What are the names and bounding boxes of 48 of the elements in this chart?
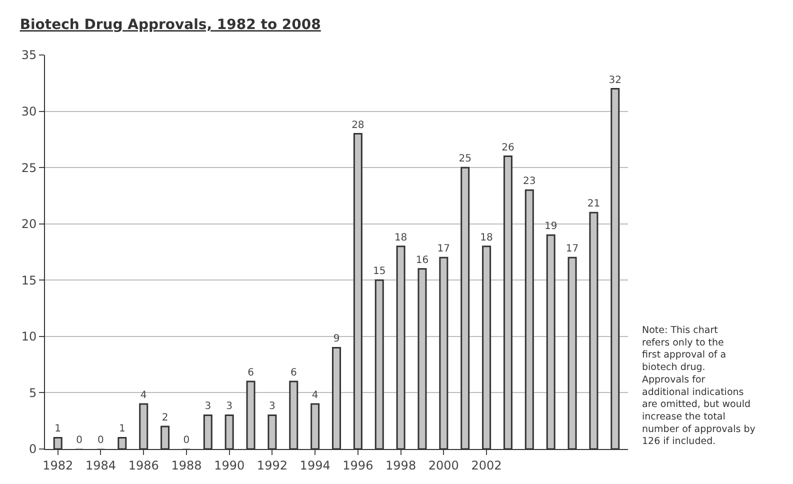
- y-tick-label: 25: [21, 160, 37, 175]
- x-tick-label: 1996: [342, 458, 374, 472]
- data-label: 4: [140, 390, 147, 401]
- x-tick-label: 1994: [300, 458, 330, 472]
- data-label: 3: [226, 401, 233, 412]
- data-label: 21: [587, 198, 600, 210]
- data-label: 25: [458, 154, 472, 165]
- data-label: 6: [248, 367, 254, 378]
- chart-title: Biotech Drug Approvals, 1982 to 2008: [20, 17, 321, 34]
- data-label: 19: [544, 221, 558, 232]
- x-tick-label: 2000: [428, 458, 459, 472]
- data-label: 26: [502, 142, 514, 154]
- y-tick-label: 35: [21, 48, 37, 62]
- data-label: 16: [416, 254, 429, 266]
- text: Note: This chart refers only to the first approval of a biotech drug. Approvals for additional indications are omitted, but would increase the total number of approvals by 126 if included.: [642, 325, 756, 448]
- x-tick-label: 1998: [386, 458, 416, 472]
- x-tick-label: 1988: [171, 458, 202, 472]
- data-label: 23: [523, 176, 536, 188]
- x-tick-label: 1982: [42, 458, 74, 472]
- y-tick-label: 5: [28, 386, 37, 400]
- data-label: 2: [162, 412, 168, 424]
- y-tick-label: 0: [28, 442, 37, 456]
- data-label: 17: [437, 244, 450, 255]
- data-label: 0: [76, 435, 82, 446]
- data-label: 3: [269, 401, 276, 412]
- y-tick-label: 15: [21, 273, 37, 288]
- x-tick-label: 2002: [471, 458, 502, 472]
- y-tick-label: 20: [21, 217, 37, 232]
- x-tick-label: 1984: [85, 458, 116, 472]
- x-tick-label: 1986: [128, 458, 159, 472]
- data-label: 15: [373, 266, 386, 278]
- x-tick-label: 1992: [256, 458, 288, 472]
- data-label: 0: [98, 435, 104, 446]
- data-label: 18: [480, 232, 493, 244]
- data-label: 9: [333, 334, 340, 345]
- data-label: 18: [394, 232, 408, 244]
- y-tick-label: 10: [21, 330, 37, 344]
- data-label: 0: [183, 435, 190, 446]
- data-label: 1: [54, 424, 62, 435]
- data-label: 3: [204, 401, 212, 412]
- data-label: 4: [312, 390, 318, 401]
- data-label: 6: [290, 367, 297, 378]
- data-label: 17: [566, 244, 579, 255]
- data-label: 32: [608, 74, 622, 86]
- data-label: 28: [352, 120, 364, 131]
- x-tick-label: 1990: [214, 458, 245, 472]
- data-label: 1: [118, 424, 126, 435]
- y-tick-label: 30: [21, 104, 37, 118]
